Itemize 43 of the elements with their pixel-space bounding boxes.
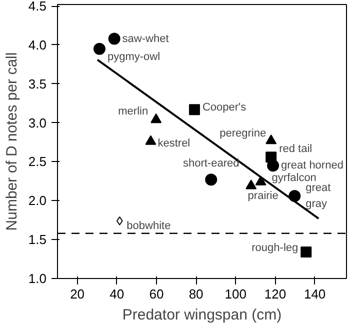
point bbox=[246, 180, 257, 190]
point bbox=[108, 32, 120, 45]
point bbox=[266, 152, 277, 163]
y-tick-label: 1.0 bbox=[28, 271, 47, 286]
annotation: Cooper's bbox=[202, 102, 247, 114]
annotation: red tail bbox=[279, 143, 312, 156]
x-tick-label: 80 bbox=[188, 286, 204, 302]
annotation: great horned bbox=[281, 160, 344, 172]
annotation: pygmy-owl bbox=[107, 50, 160, 63]
point bbox=[116, 216, 123, 226]
point bbox=[205, 174, 218, 186]
y-tick-label: 2.0 bbox=[28, 193, 47, 208]
annotation: prairie bbox=[248, 190, 278, 202]
annotation: gyrfalcon bbox=[272, 172, 316, 184]
point bbox=[150, 113, 162, 124]
y-tick-label: 2.5 bbox=[28, 154, 47, 170]
x-tick-label: 40 bbox=[110, 286, 124, 302]
point bbox=[93, 42, 106, 55]
annotation: kestrel bbox=[158, 138, 190, 150]
annotation: peregrine bbox=[220, 128, 266, 140]
point bbox=[255, 176, 266, 186]
annotation: great gray bbox=[306, 182, 331, 210]
y-tick-label: 3.0 bbox=[28, 115, 47, 130]
point bbox=[145, 135, 156, 145]
x-tick-label: 60 bbox=[149, 286, 164, 302]
annotation: short-eared bbox=[182, 158, 240, 170]
annotation: bobwhite bbox=[126, 220, 171, 232]
y-tick-label: 4.5 bbox=[28, 0, 47, 14]
annotation: saw-whet bbox=[122, 32, 169, 45]
point bbox=[300, 246, 312, 258]
y-tick-label: 4.0 bbox=[28, 37, 47, 52]
point bbox=[266, 134, 277, 144]
x-axis-title: Predator wingspan (cm) bbox=[122, 306, 282, 324]
x-tick-label: 100 bbox=[224, 286, 247, 302]
x-tick-label: 120 bbox=[264, 286, 286, 302]
x-tick-label: 20 bbox=[70, 286, 85, 302]
y-tick-label: 1.5 bbox=[28, 232, 47, 248]
y-tick-label: 3.5 bbox=[28, 76, 47, 92]
annotation: merlin bbox=[118, 106, 148, 118]
x-tick-label: 140 bbox=[304, 286, 326, 302]
annotation: rough-leg bbox=[252, 242, 298, 254]
y-axis-title: Number of D notes per call bbox=[3, 52, 20, 231]
point bbox=[188, 104, 200, 116]
